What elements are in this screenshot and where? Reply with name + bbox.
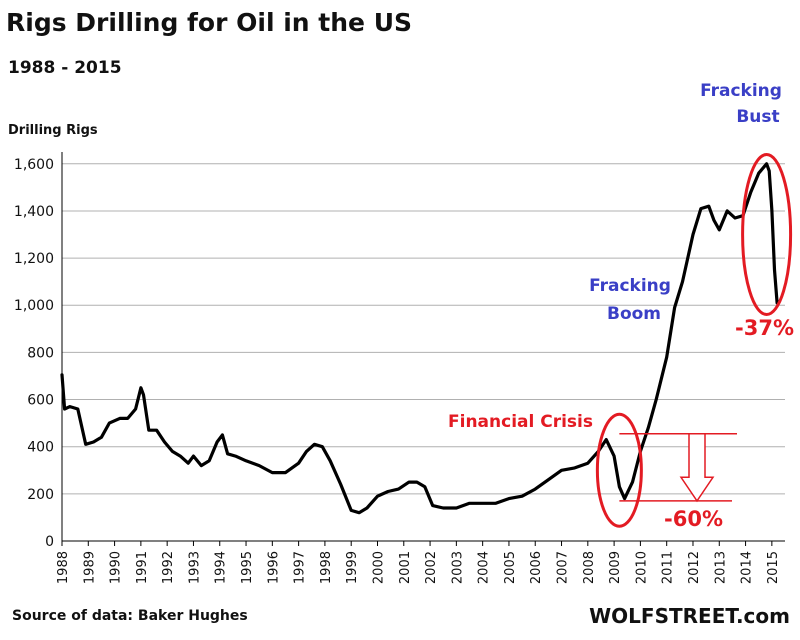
x-tick-label: 2011: [661, 551, 676, 584]
x-tick-label: 2014: [740, 551, 755, 584]
fracking-bust-ellipse: [741, 153, 793, 317]
y-tick-label: 600: [27, 393, 54, 409]
fracking-boom-label-line1: Fracking: [589, 276, 671, 296]
x-tick-label: 1996: [266, 551, 281, 584]
y-tick-label: 800: [27, 345, 54, 361]
x-tick-label: 2001: [398, 551, 413, 584]
x-tick-label: 1995: [240, 551, 255, 584]
x-tick-label: 1990: [109, 551, 124, 584]
x-tick-label: 2005: [503, 551, 518, 584]
x-tick-label: 2009: [608, 551, 623, 584]
x-tick-label: 1988: [56, 551, 71, 584]
x-tick-label: 2012: [687, 551, 702, 584]
x-tick-label: 1992: [161, 551, 176, 584]
brand-logo-text: WOLFSTREET.com: [589, 604, 790, 628]
x-tick-label: 1994: [214, 551, 229, 584]
y-tick-label: 1,200: [14, 251, 54, 267]
rig-count-line: [60, 162, 779, 515]
x-tick-label: 1989: [82, 551, 97, 584]
y-tick-label: 400: [27, 440, 54, 456]
drop-37-label: -37%: [735, 316, 794, 340]
x-tick-label: 2010: [634, 551, 649, 584]
x-tick-label: 2002: [424, 551, 439, 584]
x-tick-label: 2003: [450, 551, 465, 584]
y-tick-label: 200: [27, 487, 54, 503]
x-tick-label: 2000: [371, 551, 386, 584]
financial-crisis-label: Financial Crisis: [448, 412, 593, 432]
source-note: Source of data: Baker Hughes: [12, 608, 248, 624]
y-tick-label: 1,600: [14, 157, 54, 173]
x-tick-label: 1999: [345, 551, 360, 584]
y-tick-label: 1,400: [14, 204, 54, 220]
x-tick-label: 2013: [713, 551, 728, 584]
x-tick-label: 2015: [766, 551, 781, 584]
financial-crisis-ellipse: [595, 412, 643, 528]
fracking-bust-label-line2: Bust: [736, 107, 779, 127]
x-tick-label: 2007: [556, 551, 571, 584]
x-tick-label: 2008: [582, 551, 597, 584]
x-tick-label: 1991: [135, 551, 150, 584]
chart-subtitle: 1988 - 2015: [8, 58, 122, 78]
x-tick-label: 1998: [319, 551, 334, 584]
x-tick-label: 2004: [477, 551, 492, 584]
y-axis-label: Drilling Rigs: [8, 123, 98, 138]
drop-60-label: -60%: [664, 507, 723, 531]
down-arrow-icon: [679, 432, 715, 503]
fracking-boom-label-line2: Boom: [607, 304, 661, 324]
fracking-bust-label-line1: Fracking: [700, 81, 782, 101]
y-tick-label: 1,000: [14, 298, 54, 314]
y-tick-label: 0: [45, 534, 54, 550]
x-tick-label: 2006: [529, 551, 544, 584]
x-tick-label: 1997: [293, 551, 308, 584]
chart-title: Rigs Drilling for Oil in the US: [6, 8, 413, 37]
x-tick-label: 1993: [187, 551, 202, 584]
